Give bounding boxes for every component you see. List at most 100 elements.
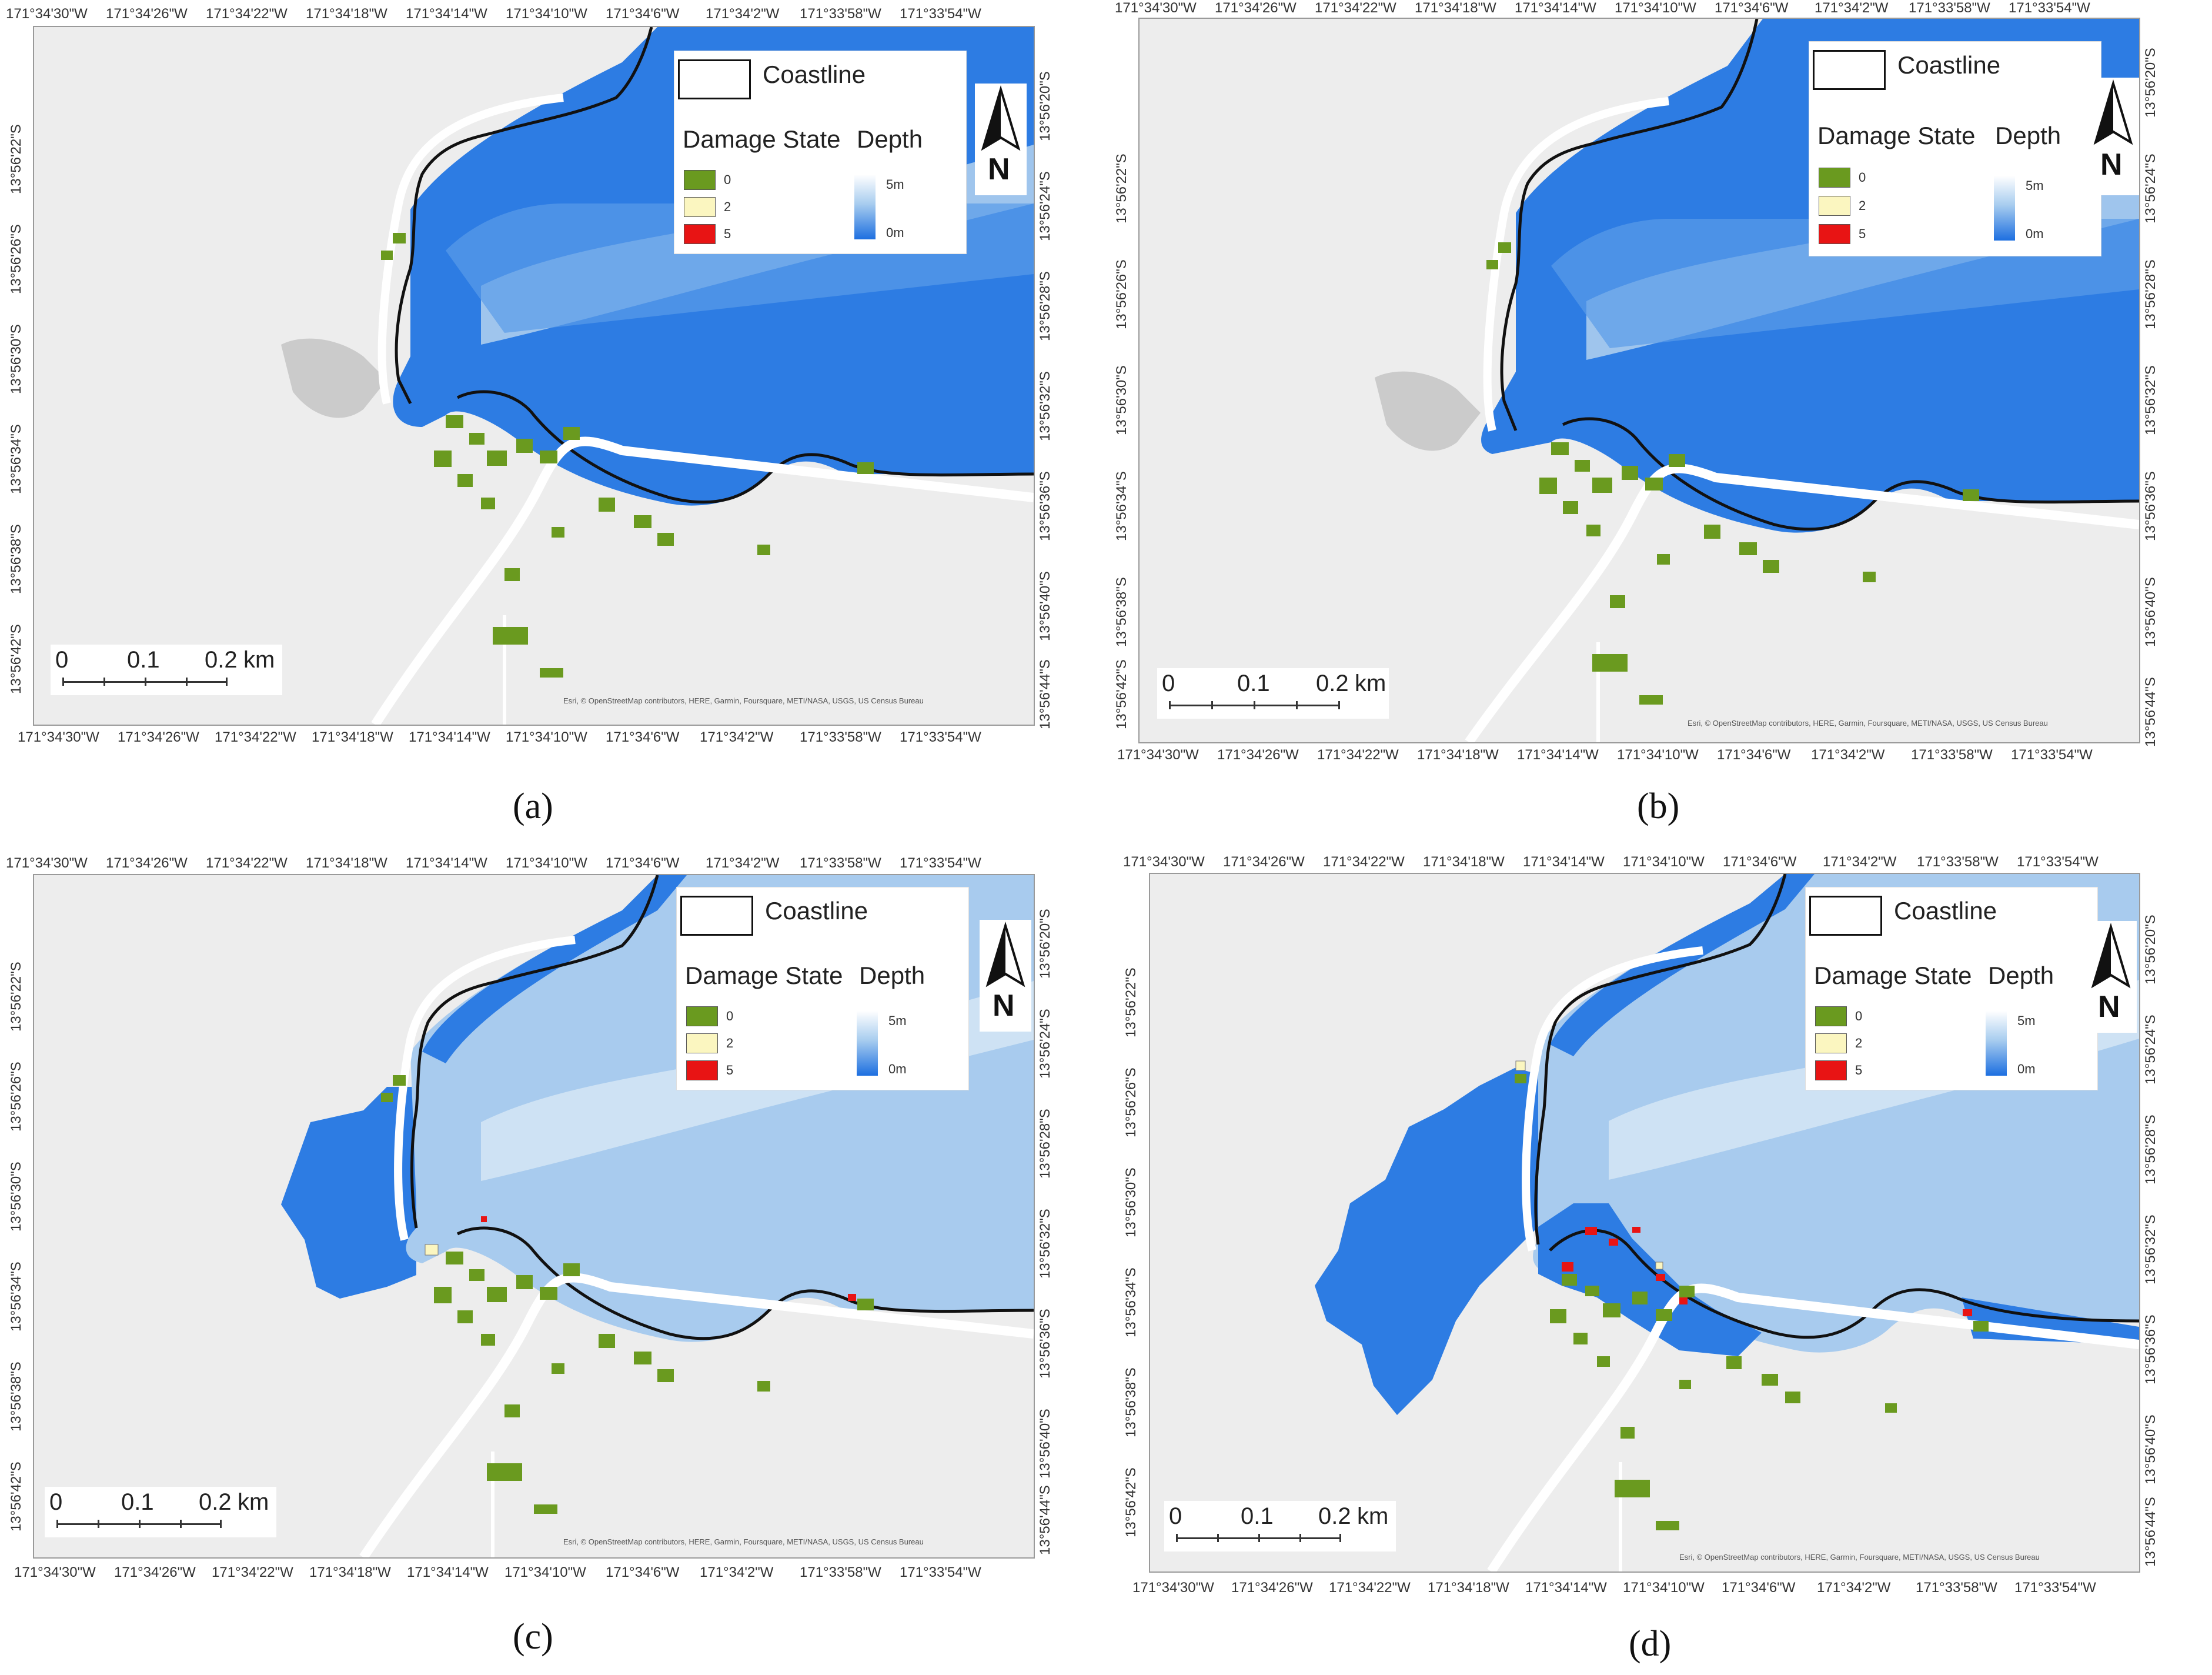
lat-tick-left: 13°56'34"S xyxy=(8,424,24,494)
lon-tick-top: 171°33'58"W xyxy=(1909,0,1990,16)
map-credit: Esri, © OpenStreetMap contributors, HERE… xyxy=(1688,719,2048,728)
lat-tick-left: 13°56'26"S xyxy=(8,1062,24,1132)
lon-tick-top: 171°34'22"W xyxy=(1315,0,1396,16)
lon-tick-bottom: 171°34'18"W xyxy=(1428,1580,1509,1596)
damage-label: 2 xyxy=(1855,1036,1863,1050)
lat-tick-left: 13°56'38"S xyxy=(8,1362,24,1432)
scale-tick xyxy=(1176,1534,1178,1542)
lon-tick-bottom: 171°34'14"W xyxy=(409,729,490,745)
damage-swatch-0 xyxy=(1819,168,1850,188)
lat-tick-right: 13°56'28"S xyxy=(2143,259,2158,329)
lat-tick-left: 13°56'30"S xyxy=(1114,365,1130,435)
road-main xyxy=(1487,1283,2139,1571)
scale-tick xyxy=(186,678,188,686)
lat-tick-right: 13°56'32"S xyxy=(1037,371,1053,441)
lat-tick-left: 13°56'38"S xyxy=(1123,1367,1139,1437)
map-legend: Coastline Damage State Depth 0 2 5 5m 0m xyxy=(674,51,967,254)
lon-tick-bottom: 171°34'26"W xyxy=(1217,747,1299,763)
lon-tick-top: 171°34'26"W xyxy=(1215,0,1297,16)
scale-label: 0 xyxy=(49,1489,63,1515)
lon-tick-bottom: 171°34'18"W xyxy=(1417,747,1499,763)
coastline-label: Coastline xyxy=(1894,897,1997,925)
map-panel-d: 171°34'30"W 171°34'26"W 171°34'22"W 171°… xyxy=(1105,838,2211,1675)
scale-label: 0 xyxy=(55,647,69,673)
lon-tick-top: 171°34'14"W xyxy=(406,855,487,871)
depth-min-label: 0m xyxy=(2017,1062,2036,1076)
damage-swatch-2 xyxy=(1819,196,1850,216)
lat-tick-left: 13°56'42"S xyxy=(8,624,24,694)
lat-tick-left: 13°56'22"S xyxy=(1123,967,1139,1037)
lat-tick-right: 13°56'36"S xyxy=(2143,1314,2158,1384)
road-main xyxy=(1465,463,2139,742)
scale-tick xyxy=(1258,1534,1260,1542)
lat-tick-right: 13°56'28"S xyxy=(1037,1109,1053,1179)
damage-swatch-2 xyxy=(1815,1033,1847,1053)
depth-max-label: 5m xyxy=(2017,1013,2036,1028)
lat-tick-left: 13°56'22"S xyxy=(8,124,24,194)
lon-tick-top: 171°34'2"W xyxy=(706,855,780,871)
damage-swatch-0 xyxy=(1815,1006,1847,1026)
lon-tick-bottom: 171°34'14"W xyxy=(407,1564,489,1580)
lon-tick-top: 171°34'6"W xyxy=(1715,0,1789,16)
lat-tick-left: 13°56'30"S xyxy=(8,1162,24,1232)
lon-tick-top: 171°34'26"W xyxy=(106,6,188,22)
damage-label: 2 xyxy=(726,1036,734,1050)
damage-label: 0 xyxy=(726,1009,734,1023)
damage-swatch-0 xyxy=(686,1006,718,1026)
lon-tick-top: 171°34'22"W xyxy=(1323,854,1405,870)
depth-max-label: 5m xyxy=(2026,178,2044,193)
lat-tick-right: 13°56'20"S xyxy=(1037,71,1053,141)
lon-tick-bottom: 171°34'26"W xyxy=(114,1564,196,1580)
lon-tick-top: 171°34'30"W xyxy=(1115,0,1197,16)
scale-bar: 0 0.1 0.2 km xyxy=(1157,668,1389,719)
scale-bar: 0 0.1 0.2 km xyxy=(45,1487,276,1537)
lon-tick-top: 171°34'2"W xyxy=(1815,0,1889,16)
road-main xyxy=(371,436,1034,725)
lat-tick-left: 13°56'26"S xyxy=(1114,259,1130,329)
lon-tick-bottom: 171°34'18"W xyxy=(312,729,393,745)
lat-tick-left: 13°56'22"S xyxy=(1114,154,1130,223)
scale-label: 0 xyxy=(1169,1503,1182,1529)
panel-caption: (b) xyxy=(1637,786,1680,826)
road-main xyxy=(359,1273,1034,1557)
damage-label: 5 xyxy=(1855,1063,1863,1077)
coastline-swatch xyxy=(1813,50,1886,90)
lon-tick-top: 171°34'22"W xyxy=(206,6,288,22)
lat-tick-left: 13°56'26"S xyxy=(8,224,24,294)
damage-label: 5 xyxy=(1859,226,1866,241)
scale-tick xyxy=(103,678,105,686)
lat-tick-right: 13°56'20"S xyxy=(1037,909,1053,979)
lon-tick-bottom: 171°34'22"W xyxy=(1317,747,1399,763)
north-label: N xyxy=(2098,990,2120,1024)
lat-tick-right: 13°56'24"S xyxy=(2143,154,2158,223)
coastline-swatch xyxy=(1809,896,1882,936)
lat-tick-left: 13°56'42"S xyxy=(1114,659,1130,729)
damage-swatch-0 xyxy=(684,170,716,190)
lat-tick-left: 13°56'34"S xyxy=(1114,471,1130,541)
lat-tick-right: 13°56'32"S xyxy=(1037,1209,1053,1279)
lon-tick-top: 171°33'54"W xyxy=(900,6,981,22)
inundation-area-west xyxy=(281,1087,416,1299)
lat-tick-right: 13°56'40"S xyxy=(2143,1414,2158,1484)
damage-label: 0 xyxy=(1859,170,1866,185)
panel-caption: (c) xyxy=(513,1617,553,1657)
scale-label: 0.2 xyxy=(205,647,238,673)
building-damage-5 xyxy=(481,1216,487,1222)
pond-shape xyxy=(1375,371,1481,451)
damage-label: 5 xyxy=(724,226,731,241)
map-legend: Coastline Damage State Depth 0 2 5 5m 0m xyxy=(1805,887,2098,1090)
lat-tick-right: 13°56'20"S xyxy=(2143,915,2158,985)
map-panel-b: 171°34'30"W 171°34'26"W 171°34'22"W 171°… xyxy=(1105,0,2211,838)
lat-tick-left: 13°56'22"S xyxy=(8,962,24,1032)
lon-tick-top: 171°34'14"W xyxy=(1523,854,1605,870)
depth-ramp xyxy=(857,1011,878,1076)
coastline-swatch xyxy=(680,896,753,936)
scale-tick xyxy=(1338,701,1340,709)
damage-label: 5 xyxy=(726,1063,734,1077)
depth-title: Depth xyxy=(1995,122,2061,149)
depth-ramp xyxy=(1986,1011,2007,1076)
damage-label: 2 xyxy=(1859,198,1866,213)
north-arrow: N xyxy=(975,84,1027,195)
lon-tick-top: 171°34'26"W xyxy=(106,855,188,871)
map-legend: Coastline Damage State Depth 0 2 5 5m 0m xyxy=(1809,41,2101,256)
